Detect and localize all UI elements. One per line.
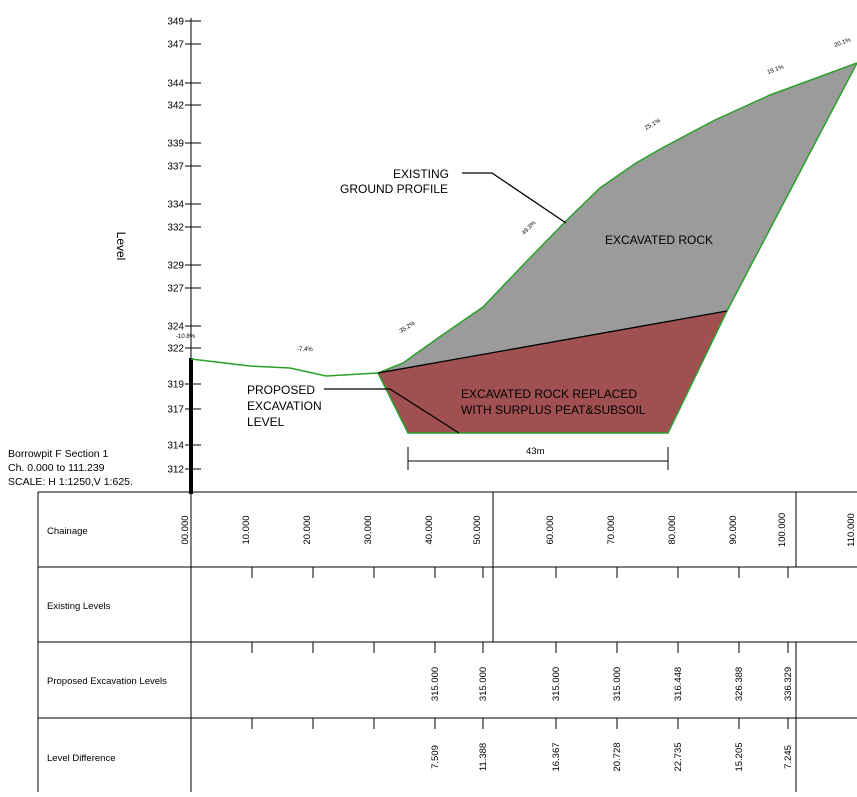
proposed-level-label-line1: PROPOSED [247,383,315,397]
level-axis-tick-label: 344 [167,79,184,90]
chainage-value: 20.000 [302,515,313,544]
grade-label: 19.1% [767,64,786,76]
proposed-level-value: 315.000 [612,667,623,701]
proposed-level-leader [324,388,460,434]
section-title: Borrowpit F Section 1 [8,448,109,460]
chainage-value: 30.000 [363,515,374,544]
existing-ground-label-line2: GROUND PROFILE [340,182,448,196]
level-difference-value: 11.388 [478,743,489,771]
table-cells: 00.000 10.000 20.000 30.000 40.000 50.000 60.0… [180,513,857,772]
level-axis-tick-label: 349 [167,17,184,28]
grade-label: -7.4% [297,347,313,353]
proposed-level-label-line2: EXCAVATION [247,399,322,413]
level-axis-tick-label: 312 [167,465,184,476]
row-label-chainage: Chainage [47,526,88,537]
row-label-proposed: Proposed Excavation Levels [47,676,167,687]
chainage-value: 40.000 [424,515,435,544]
chainage-value: 80.000 [667,515,678,544]
level-axis-tick-label: 329 [167,261,184,272]
level-axis-tick-label: 314 [167,441,184,452]
replaced-label-line2: WITH SURPLUS PEAT&SUBSOIL [461,403,646,417]
row-label-existing: Existing Levels [47,601,111,612]
existing-ground-profile [190,62,857,377]
grade-label: 20.1% [834,37,853,49]
excavated-rock-region [378,63,857,373]
chainage-value: 90.000 [728,515,739,544]
level-axis-tick-label: 327 [167,284,184,295]
level-axis-tick-label: 342 [167,101,184,112]
level-axis-tick-label: 332 [167,223,184,234]
chainage-value: 10.000 [241,515,252,544]
level-difference-value: 20.728 [612,742,623,771]
existing-ground-leader [462,172,567,224]
replaced-fill-region [378,311,727,433]
level-axis-tick-label: 317 [167,405,184,416]
grade-label: 35.2% [399,320,417,334]
level-axis-tick-label: 319 [167,380,184,391]
level-axis-tick-label: 347 [167,40,184,51]
level-axis-tick-label: 339 [167,139,184,150]
chainage-value: 50.000 [472,515,483,544]
level-difference-value: 16.367 [551,742,562,771]
data-table: Chainage Existing Levels Proposed Excava… [37,491,857,792]
chainage-value: 00.000 [180,515,191,544]
proposed-level-value: 315.000 [430,667,441,701]
existing-ground-label-line1: EXISTING [393,167,449,181]
level-difference-value: 22.735 [673,742,684,771]
proposed-level-value: 315.000 [478,667,489,701]
replaced-label-line1: EXCAVATED ROCK REPLACED [461,387,637,401]
proposed-level-value: 316.448 [673,667,684,701]
level-difference-value: 7.509 [430,745,441,769]
chainage-value: 100.000 [777,513,788,547]
dimension-label: 43m [526,446,545,457]
grade-label: 25.1% [644,118,662,132]
proposed-level-value: 326.388 [734,667,745,701]
proposed-level-label-line3: LEVEL [247,415,285,429]
level-axis-ticks: 349 347 344 342 339 337 334 332 329 327 324 322 319 3… [167,17,201,476]
excavated-rock-label: EXCAVATED ROCK [605,233,713,247]
proposed-level-value: 336.329 [783,667,794,701]
drawing-scale: SCALE: H 1:1250,V 1:625. [8,476,133,488]
chainage-value: 60.000 [545,515,556,544]
chainage-range: Ch. 0.000 to 111.239 [8,462,105,474]
level-difference-value: 15.205 [734,742,745,771]
excavation-boundary [377,62,857,434]
grade-label: -10.8% [176,334,196,340]
chainage-value: 110.000 [846,513,857,547]
level-axis-tick-label: 334 [167,200,184,211]
grade-label: 49.3% [521,220,538,237]
level-difference-value: 7.245 [783,745,794,769]
row-label-difference: Level Difference [47,753,115,764]
level-axis-tick-label: 322 [167,344,184,355]
level-axis-tick-label: 324 [167,322,184,333]
proposed-level-value: 315.000 [551,667,562,701]
rock-replacement-interface [377,310,728,374]
level-axis-title: Level [114,232,128,261]
chainage-value: 70.000 [606,515,617,544]
level-axis-tick-label: 337 [167,162,184,173]
